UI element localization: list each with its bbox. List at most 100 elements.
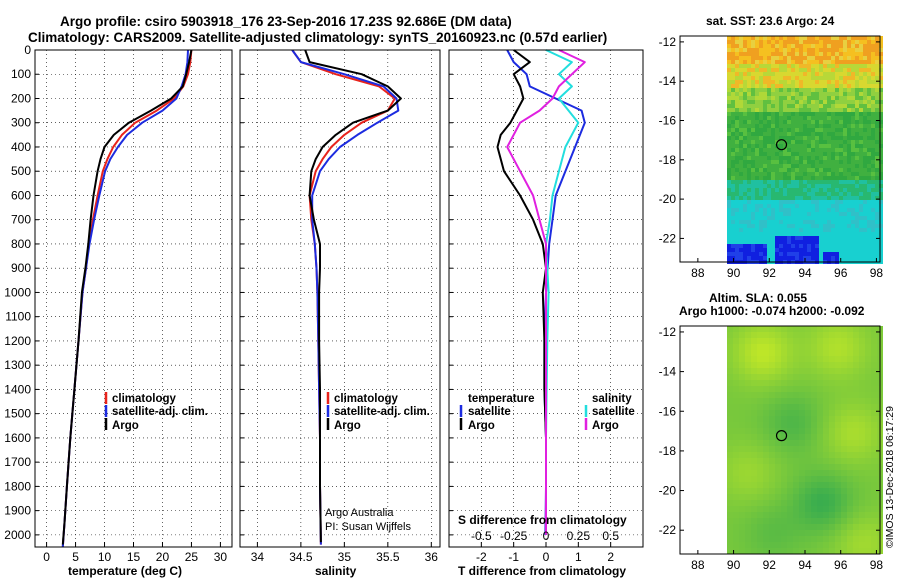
sst-pixel <box>839 248 843 252</box>
sst-pixel <box>879 48 883 52</box>
sst-pixel <box>859 104 863 108</box>
sst-pixel <box>819 56 823 60</box>
sst-pixel <box>843 152 847 156</box>
sst-pixel <box>783 176 787 180</box>
sla-pixel <box>757 488 763 494</box>
sla-pixel <box>859 404 865 410</box>
sst-pixel <box>871 56 875 60</box>
sla-pixel <box>823 494 829 500</box>
sla-pixel <box>817 398 823 404</box>
sst-pixel <box>747 76 751 80</box>
sst-pixel <box>783 52 787 56</box>
sst-pixel <box>811 140 815 144</box>
sst-pixel <box>795 188 799 192</box>
sla-pixel <box>763 470 769 476</box>
sla-pixel <box>835 494 841 500</box>
map-y-tick-label: -20 <box>659 192 677 206</box>
sst-pixel <box>779 212 783 216</box>
sst-pixel <box>831 36 835 40</box>
sst-pixel <box>795 248 799 252</box>
sla-pixel <box>835 380 841 386</box>
sst-pixel <box>771 156 775 160</box>
sst-pixel <box>819 60 823 64</box>
sst-pixel <box>867 100 871 104</box>
sla-pixel <box>835 368 841 374</box>
sst-pixel <box>855 156 859 160</box>
sst-pixel <box>815 100 819 104</box>
sst-pixel <box>775 124 779 128</box>
sst-pixel <box>743 204 747 208</box>
sst-pixel <box>811 120 815 124</box>
sst-pixel <box>835 64 839 68</box>
sst-pixel <box>735 200 739 204</box>
sst-pixel <box>831 52 835 56</box>
sst-pixel <box>735 40 739 44</box>
sst-pixel <box>871 64 875 68</box>
sst-pixel <box>815 256 819 260</box>
sst-pixel <box>751 216 755 220</box>
sst-pixel <box>771 160 775 164</box>
sla-pixel <box>871 410 877 416</box>
sst-pixel <box>795 252 799 256</box>
sst-pixel <box>855 40 859 44</box>
sst-pixel <box>731 48 735 52</box>
sst-pixel <box>839 140 843 144</box>
sst-pixel <box>763 156 767 160</box>
sst-pixel <box>791 152 795 156</box>
sla-pixel <box>781 332 787 338</box>
sst-pixel <box>727 68 731 72</box>
sst-pixel <box>847 120 851 124</box>
sst-pixel <box>747 184 751 188</box>
sst-pixel <box>807 96 811 100</box>
sst-pixel <box>775 236 779 240</box>
sst-pixel <box>787 88 791 92</box>
sla-pixel <box>805 362 811 368</box>
sst-pixel <box>727 216 731 220</box>
sla-pixel <box>865 464 871 470</box>
sst-pixel <box>875 44 879 48</box>
sst-pixel <box>767 96 771 100</box>
sst-pixel <box>771 64 775 68</box>
sst-pixel <box>735 240 739 244</box>
sst-pixel <box>783 220 787 224</box>
sst-pixel <box>779 48 783 52</box>
sst-pixel <box>859 48 863 52</box>
sla-pixel <box>727 380 733 386</box>
sst-pixel <box>731 240 735 244</box>
sst-pixel <box>819 92 823 96</box>
sst-pixel <box>827 64 831 68</box>
sst-pixel <box>855 248 859 252</box>
sla-pixel <box>871 392 877 398</box>
sst-pixel <box>739 148 743 152</box>
sla-pixel <box>871 506 877 512</box>
sla-pixel <box>841 416 847 422</box>
sla-pixel <box>805 392 811 398</box>
depth-tick-label: 1800 <box>4 479 31 493</box>
sst-pixel <box>755 84 759 88</box>
sst-pixel <box>867 124 871 128</box>
sst-pixel <box>867 248 871 252</box>
sst-pixel <box>863 232 867 236</box>
sst-pixel <box>791 112 795 116</box>
sst-pixel <box>763 40 767 44</box>
sla-map-title-1: Altim. SLA: 0.055 <box>709 291 807 305</box>
sst-pixel <box>859 148 863 152</box>
sst-pixel <box>755 72 759 76</box>
sst-pixel <box>879 140 883 144</box>
sst-pixel <box>727 244 731 248</box>
sst-pixel <box>783 68 787 72</box>
sla-pixel <box>763 368 769 374</box>
sst-pixel <box>779 132 783 136</box>
sst-pixel <box>827 216 831 220</box>
sst-pixel <box>751 232 755 236</box>
sla-pixel <box>745 422 751 428</box>
legend-label-t-argo: Argo <box>468 420 495 432</box>
sla-pixel <box>787 356 793 362</box>
sst-pixel <box>843 136 847 140</box>
sst-pixel <box>851 200 855 204</box>
sst-pixel <box>855 64 859 68</box>
sst-pixel <box>815 140 819 144</box>
sst-pixel <box>831 224 835 228</box>
sst-pixel <box>775 148 779 152</box>
sst-pixel <box>791 212 795 216</box>
